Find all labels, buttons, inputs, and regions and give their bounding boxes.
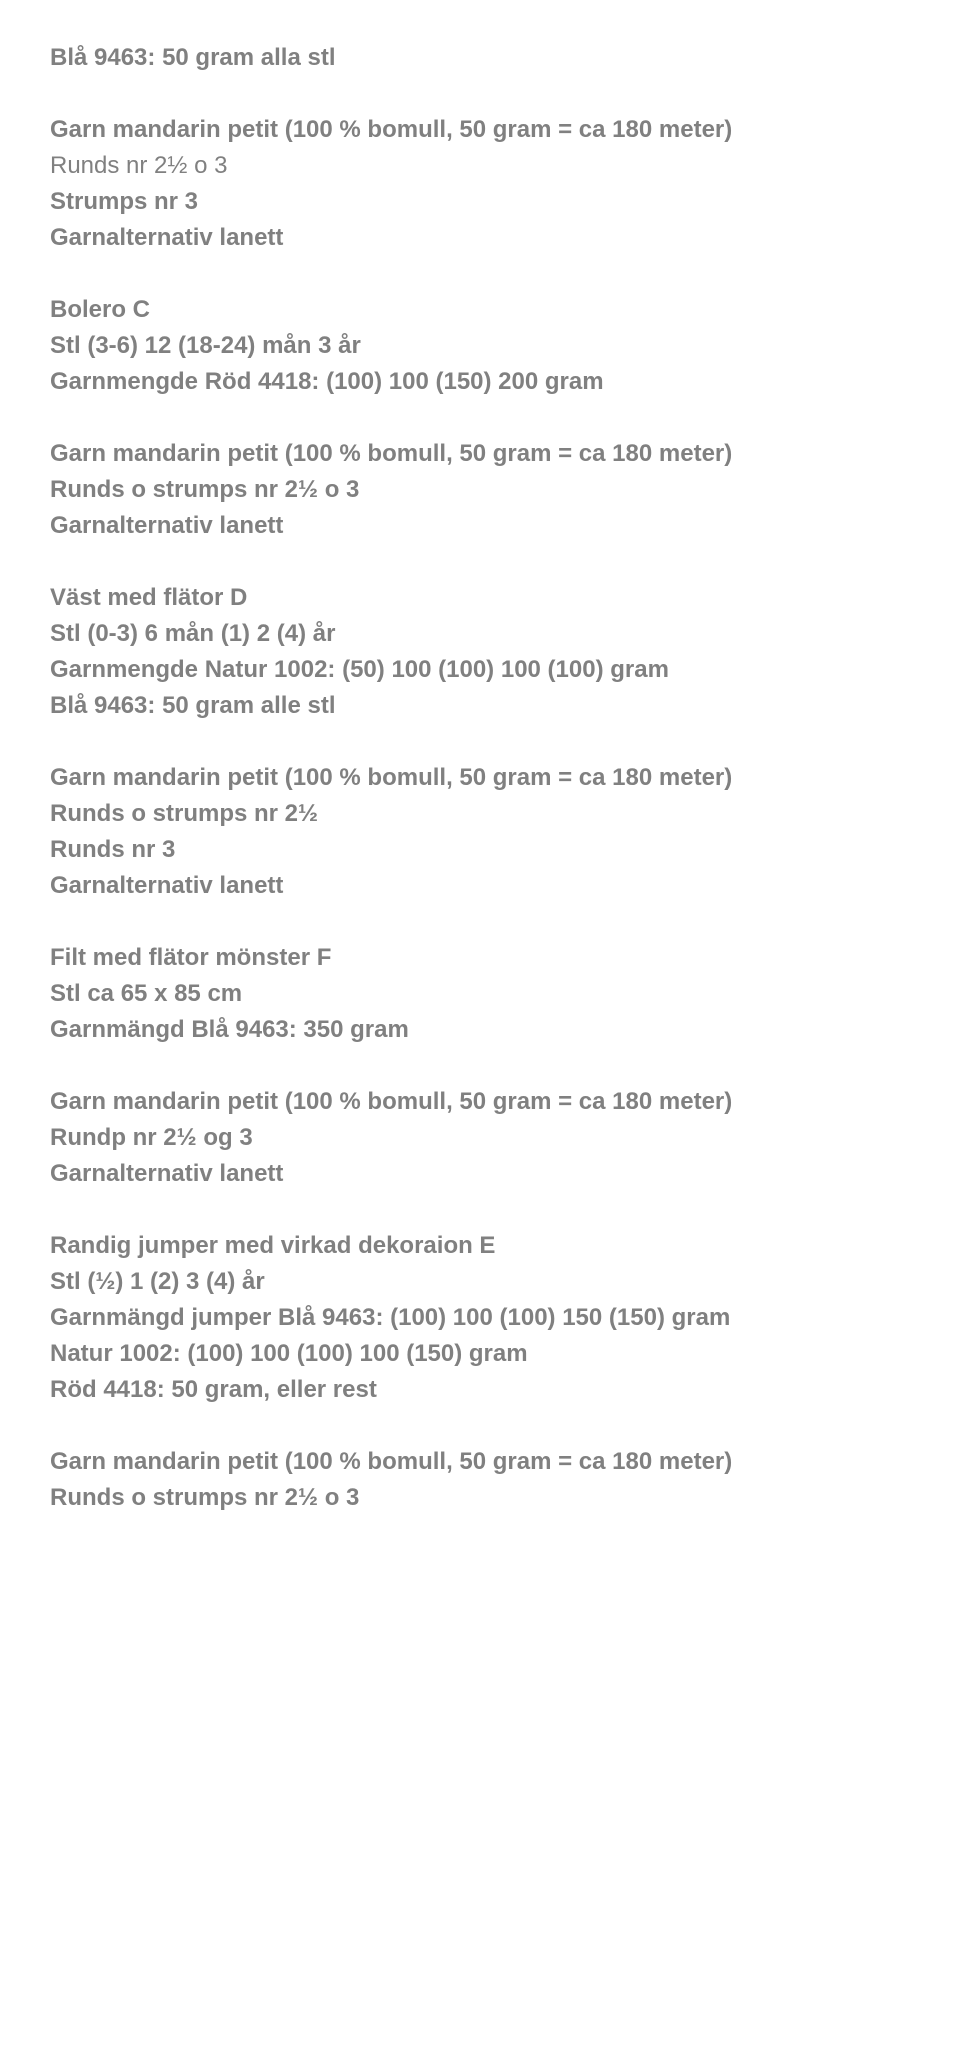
text-line: Garnmängd jumper Blå 9463: (100) 100 (10… (50, 1300, 910, 1336)
text-line: Garn mandarin petit (100 % bomull, 50 gr… (50, 112, 910, 148)
text-line: Runds o strumps nr 2½ o 3 (50, 1480, 910, 1516)
text-line: Garnmengde Röd 4418: (100) 100 (150) 200… (50, 364, 910, 400)
text-line: Garnalternativ lanett (50, 868, 910, 904)
text-line: Rundp nr 2½ og 3 (50, 1120, 910, 1156)
text-line: Röd 4418: 50 gram, eller rest (50, 1372, 910, 1408)
text-line: Runds nr 2½ o 3 (50, 148, 910, 184)
section: Blå 9463: 50 gram alla stl (50, 40, 910, 76)
text-line: Stl (3-6) 12 (18-24) mån 3 år (50, 328, 910, 364)
section: Filt med flätor mönster FStl ca 65 x 85 … (50, 940, 910, 1048)
section: Väst med flätor DStl (0-3) 6 mån (1) 2 (… (50, 580, 910, 724)
text-line: Natur 1002: (100) 100 (100) 100 (150) gr… (50, 1336, 910, 1372)
section: Garn mandarin petit (100 % bomull, 50 gr… (50, 1084, 910, 1192)
document-body: Blå 9463: 50 gram alla stl Garn mandarin … (50, 40, 910, 1516)
text-line: Garnmängd Blå 9463: 350 gram (50, 1012, 910, 1048)
text-line: Filt med flätor mönster F (50, 940, 910, 976)
text-line: Stl (½) 1 (2) 3 (4) år (50, 1264, 910, 1300)
section: Garn mandarin petit (100 % bomull, 50 gr… (50, 760, 910, 904)
section: Garn mandarin petit (100 % bomull, 50 gr… (50, 1444, 910, 1516)
text-line: Blå 9463: 50 gram alle stl (50, 688, 910, 724)
text-line: Garn mandarin petit (100 % bomull, 50 gr… (50, 760, 910, 796)
text-line: Randig jumper med virkad dekoraion E (50, 1228, 910, 1264)
text-line: Strumps nr 3 (50, 184, 910, 220)
text-line: Stl ca 65 x 85 cm (50, 976, 910, 1012)
text-line: Garnalternativ lanett (50, 508, 910, 544)
text-line: Garnalternativ lanett (50, 220, 910, 256)
text-line: Runds nr 3 (50, 832, 910, 868)
text-line: Runds o strumps nr 2½ o 3 (50, 472, 910, 508)
section: Bolero CStl (3-6) 12 (18-24) mån 3 årGar… (50, 292, 910, 400)
section: Garn mandarin petit (100 % bomull, 50 gr… (50, 436, 910, 544)
section: Garn mandarin petit (100 % bomull, 50 gr… (50, 112, 910, 256)
text-line: Garn mandarin petit (100 % bomull, 50 gr… (50, 1444, 910, 1480)
text-line: Runds o strumps nr 2½ (50, 796, 910, 832)
text-line: Väst med flätor D (50, 580, 910, 616)
text-line: Blå 9463: 50 gram alla stl (50, 40, 910, 76)
text-line: Garn mandarin petit (100 % bomull, 50 gr… (50, 1084, 910, 1120)
text-line: Garn mandarin petit (100 % bomull, 50 gr… (50, 436, 910, 472)
text-line: Bolero C (50, 292, 910, 328)
text-line: Garnalternativ lanett (50, 1156, 910, 1192)
text-line: Stl (0-3) 6 mån (1) 2 (4) år (50, 616, 910, 652)
section: Randig jumper med virkad dekoraion EStl … (50, 1228, 910, 1408)
text-line: Garnmengde Natur 1002: (50) 100 (100) 10… (50, 652, 910, 688)
